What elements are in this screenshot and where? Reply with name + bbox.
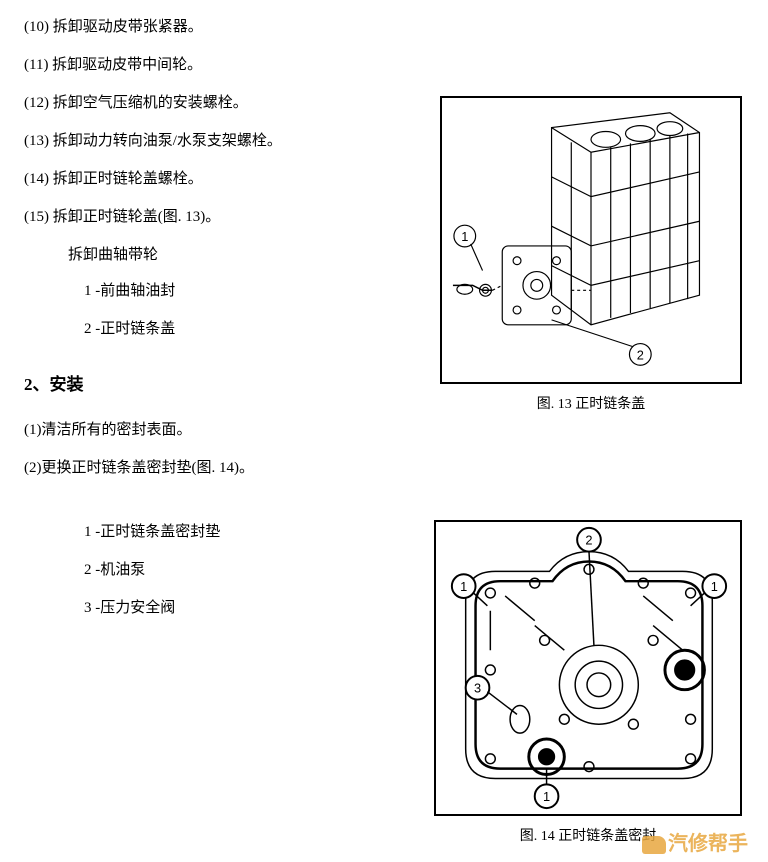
engine-diagram-icon: 1 2 bbox=[442, 98, 740, 382]
fig14-callout-1a: 1 bbox=[460, 579, 467, 594]
fig14-callout-2: 2 bbox=[585, 533, 592, 548]
cover-diagram-icon: 1 1 1 2 3 bbox=[436, 522, 740, 814]
figure-14: 1 1 1 2 3 图. 14 正时链条盖密封 bbox=[434, 520, 742, 848]
step-10: (10) 拆卸驱动皮带张紧器。 bbox=[24, 15, 744, 39]
watermark-icon bbox=[642, 836, 666, 854]
callout-1-label: 1 bbox=[461, 229, 468, 244]
fig14-callout-3: 3 bbox=[474, 681, 481, 696]
watermark: 汽修帮手 bbox=[642, 828, 748, 860]
figure-13: 1 2 图. 13 正时链条盖 bbox=[440, 96, 742, 416]
figure-13-caption: 图. 13 正时链条盖 bbox=[440, 394, 742, 416]
install-step-1: (1)清洁所有的密封表面。 bbox=[24, 418, 744, 442]
step-11: (11) 拆卸驱动皮带中间轮。 bbox=[24, 53, 744, 77]
install-step-2: (2)更换正时链条盖密封垫(图. 14)。 bbox=[24, 456, 744, 480]
fig14-callout-1b: 1 bbox=[711, 579, 718, 594]
figure-13-box: 1 2 bbox=[440, 96, 742, 384]
fig14-callout-1c: 1 bbox=[543, 789, 550, 804]
callout-2-label: 2 bbox=[637, 347, 644, 362]
figure-14-box: 1 1 1 2 3 bbox=[434, 520, 742, 816]
watermark-text: 汽修帮手 bbox=[668, 833, 748, 855]
